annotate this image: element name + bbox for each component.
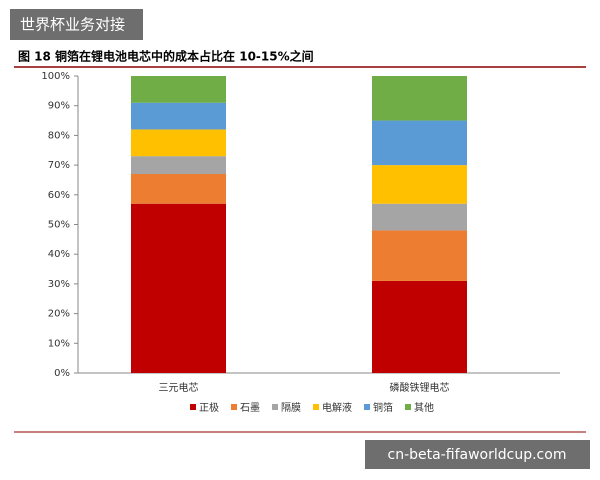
legend-label: 铜箔 xyxy=(373,401,393,414)
legend-label: 隔膜 xyxy=(281,402,301,414)
bar-segment xyxy=(372,280,467,373)
y-tick-label: 10% xyxy=(48,338,70,349)
y-tick-label: 60% xyxy=(48,190,70,201)
bar-segment xyxy=(131,102,226,130)
y-tick-label: 90% xyxy=(48,101,70,112)
legend-swatch xyxy=(231,404,237,410)
watermark-box xyxy=(10,9,143,40)
watermark: 世界杯业务对接 xyxy=(20,16,125,34)
chart-title: 图 18 铜箔在锂电池电芯中的成本占比在 10-15%之间 xyxy=(18,49,314,64)
bar-segment xyxy=(131,174,226,204)
x-tick-label: 磷酸铁锂电芯 xyxy=(390,381,450,394)
y-tick-label: 100% xyxy=(41,71,70,82)
watermark-box xyxy=(365,440,590,469)
legend-swatch xyxy=(190,404,196,410)
legend-label: 正极 xyxy=(199,401,219,414)
y-tick-label: 30% xyxy=(48,279,70,290)
bar-segment xyxy=(372,203,467,231)
bar-segment xyxy=(372,230,467,281)
x-tick-label: 三元电芯 xyxy=(159,381,199,394)
y-tick-label: 80% xyxy=(48,130,70,141)
legend-swatch xyxy=(272,404,278,410)
y-tick-label: 0% xyxy=(54,368,70,379)
y-tick-label: 70% xyxy=(48,160,70,171)
legend-label: 石墨 xyxy=(240,402,260,414)
bar-segment xyxy=(131,156,226,175)
y-tick-label: 20% xyxy=(48,309,70,320)
legend-swatch xyxy=(364,404,370,410)
watermark: cn-beta-fifaworldcup.com xyxy=(388,447,567,463)
y-tick-label: 50% xyxy=(48,220,70,231)
bar-segment xyxy=(131,76,226,103)
legend-label: 电解液 xyxy=(322,401,352,414)
legend-label: 其他 xyxy=(414,401,434,414)
y-tick-label: 40% xyxy=(48,249,70,260)
bar-segment xyxy=(131,129,226,157)
bar-segment xyxy=(372,120,467,166)
bar-segment xyxy=(372,165,467,204)
legend-swatch xyxy=(405,404,411,410)
legend-swatch xyxy=(313,404,319,410)
bar-segment xyxy=(372,76,467,121)
bar-segment xyxy=(131,203,226,373)
